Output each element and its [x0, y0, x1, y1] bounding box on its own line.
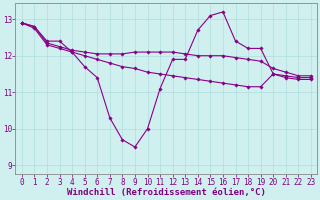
X-axis label: Windchill (Refroidissement éolien,°C): Windchill (Refroidissement éolien,°C): [67, 188, 266, 197]
